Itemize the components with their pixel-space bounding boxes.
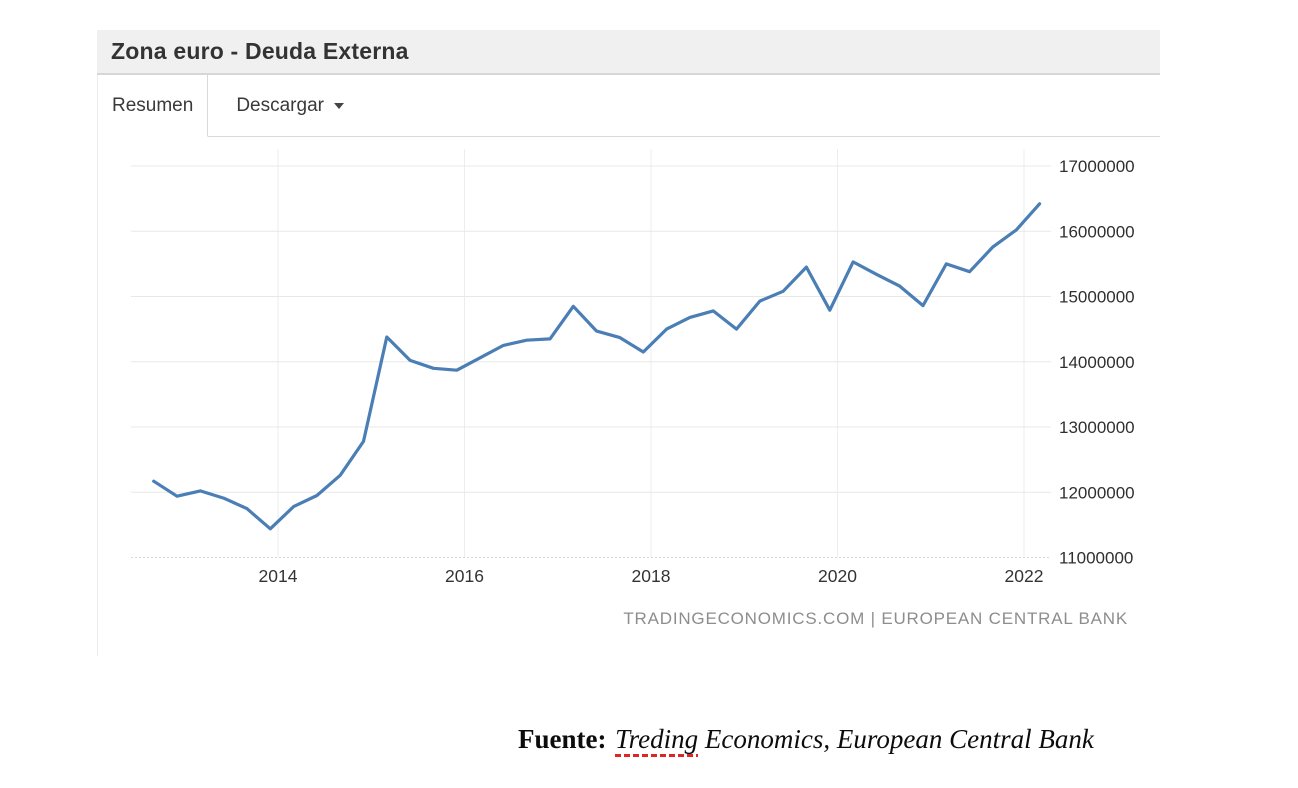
x-tick-label: 2018 xyxy=(632,566,671,586)
trading-economics-widget: Zona euro - Deuda Externa Resumen Descar… xyxy=(97,30,1160,656)
y-tick-label: 15000000 xyxy=(1059,288,1135,307)
chart-plot-area[interactable]: 2014 2016 2018 2020 2022 11000000 12000000 1300… xyxy=(98,137,1161,656)
caption-source-text: Economics, European Central Bank xyxy=(698,724,1094,754)
y-tick-label: 12000000 xyxy=(1059,483,1135,502)
y-tick-label: 14000000 xyxy=(1059,353,1135,372)
title-bar: Zona euro - Deuda Externa xyxy=(97,30,1160,75)
caption-source-label: Fuente: xyxy=(518,724,607,754)
y-tick-label: 16000000 xyxy=(1059,222,1135,241)
chart-watermark: TRADINGECONOMICS.COM | EUROPEAN CENTRAL … xyxy=(623,609,1128,628)
descargar-dropdown-button[interactable]: Descargar xyxy=(222,75,358,136)
y-tick-label: 11000000 xyxy=(1059,549,1133,568)
tab-resumen[interactable]: Resumen xyxy=(98,75,209,137)
descargar-label: Descargar xyxy=(236,94,324,116)
tab-resumen-label: Resumen xyxy=(112,94,194,116)
y-tick-label: 13000000 xyxy=(1059,418,1135,437)
page-title: Zona euro - Deuda Externa xyxy=(111,38,409,64)
series-line xyxy=(152,202,1042,531)
x-tick-label: 2016 xyxy=(445,566,484,586)
x-tick-label: 2022 xyxy=(1005,566,1044,586)
x-tick-label: 2020 xyxy=(818,566,857,586)
tab-bar: Resumen Descargar xyxy=(98,75,1160,137)
caret-down-icon xyxy=(333,102,344,109)
chart-region: 2014 2016 2018 2020 2022 11000000 12000000 1300… xyxy=(98,137,1160,656)
caption: Fuente: Treding Economics, European Centr… xyxy=(518,724,1094,757)
y-tick-label: 17000000 xyxy=(1059,157,1135,176)
misspelled-word: Treding xyxy=(615,724,699,757)
widget-body: Resumen Descargar 2014 2016 2018 2020 2022 11… xyxy=(97,75,1160,656)
x-tick-label: 2014 xyxy=(259,566,298,586)
